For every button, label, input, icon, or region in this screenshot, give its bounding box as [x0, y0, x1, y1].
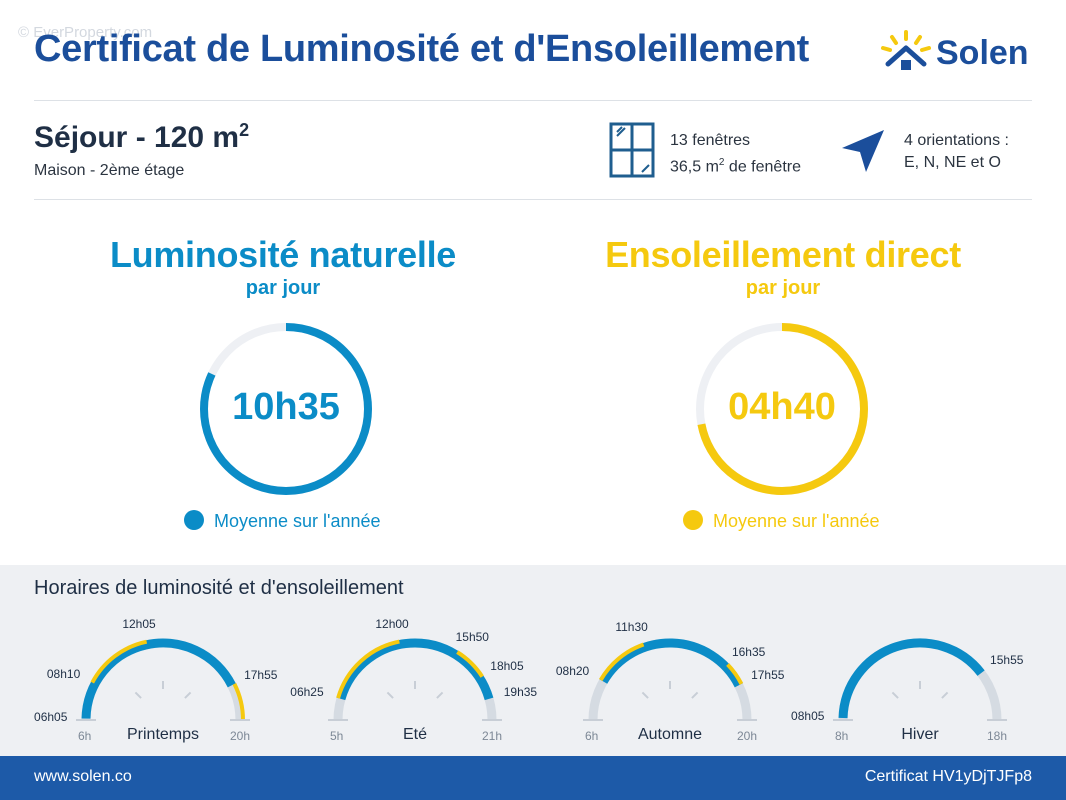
window-icon: [609, 122, 655, 178]
room-subtitle: Maison - 2ème étage: [34, 162, 185, 179]
footer-certificate-id: Certificat HV1yDjTJFp8: [864, 768, 1032, 785]
luminosite-legend-text: Moyenne sur l'année: [214, 511, 381, 531]
gauge-season-name: Printemps: [126, 726, 200, 743]
windows-area-suffix: de fenêtre: [724, 158, 801, 176]
gauge-time-label: 15h50: [455, 629, 489, 644]
compass-arrow-icon: [842, 130, 884, 172]
gauge-time-label: 08h20: [555, 663, 590, 678]
gauge-time-label: 17h55: [244, 668, 278, 683]
luminosite-title: Luminosité naturelle: [109, 234, 457, 275]
gauge-axis-start: 6h: [585, 729, 599, 743]
gauge-tick: [184, 691, 192, 699]
gauge-season-name: Eté: [402, 726, 427, 743]
gauge-time-label: 08h10: [46, 666, 81, 681]
page-title: Certificat de Luminosité et d'Ensoleille…: [34, 28, 809, 70]
windows-area: 36,5 m2 de fenêtre: [670, 152, 801, 178]
ensoleillement-ring-arc: [696, 323, 868, 495]
gauge-axis-start: 8h: [835, 729, 849, 743]
luminosite-legend: Moyenne sur l'année: [184, 510, 381, 532]
ensoleillement-value: 04h40: [728, 386, 836, 428]
gauge-light-arc: [599, 638, 743, 688]
gauge-axis-start: 5h: [330, 729, 344, 743]
room-area-unit: 2: [239, 120, 250, 140]
gauge-light-arc: [81, 638, 236, 719]
luminosite-value: 10h35: [232, 386, 340, 428]
gauge-sun-arc: [456, 650, 484, 678]
orientations-info: 4 orientations : E, N, NE et O: [904, 130, 1009, 174]
ensoleillement-subtitle: par jour: [745, 277, 821, 299]
luminosite-subtitle: par jour: [245, 277, 321, 299]
schedule-section: [0, 565, 1066, 756]
gauge-axis-end: 21h: [482, 729, 503, 743]
gauge-tick: [941, 691, 949, 699]
divider: [34, 100, 1032, 101]
logo-text: Solen: [936, 34, 1029, 72]
gauge-time-label: 16h35: [731, 644, 766, 659]
sun-house-icon: [881, 30, 931, 70]
divider: [34, 199, 1032, 200]
gauge-light-arc: [336, 638, 494, 701]
gauge-sun-arc: [336, 639, 400, 699]
luminosite-ring: 10h35: [191, 314, 381, 504]
gauge-time-label: 15h55: [990, 652, 1024, 667]
gauge-tick: [386, 691, 394, 699]
season-gauge: 6h 20h Printemps 06h05 08h10 12h05 17h55: [34, 612, 278, 743]
gauge-time-label: 12h05: [122, 617, 156, 632]
schedule-title: Horaires de luminosité et d'ensoleilleme…: [34, 577, 404, 599]
gauge-tick: [691, 691, 699, 699]
ensoleillement-title: Ensoleillement direct: [605, 234, 961, 275]
gauge-time-label: 08h05: [791, 709, 825, 724]
orientations-count: 4 orientations :: [904, 132, 1009, 149]
solen-logo[interactable]: Solen: [878, 28, 1038, 78]
gauge-time-label: 11h30: [615, 620, 648, 635]
gauge-tick: [641, 691, 649, 699]
gauge-axis-end: 18h: [987, 729, 1008, 743]
gauge-season-name: Hiver: [901, 726, 939, 743]
gauge-time-label: 12h00: [375, 616, 409, 631]
room-title: Séjour - 120 m2: [34, 120, 249, 155]
ensoleillement-ring: 04h40: [687, 314, 877, 504]
gauge-sun-arc: [232, 683, 245, 721]
gauge-time-label: 06h05: [34, 710, 68, 725]
windows-count: 13 fenêtres: [670, 132, 751, 149]
gauge-tick: [891, 691, 899, 699]
gauge-axis-end: 20h: [737, 729, 758, 743]
season-gauge: 6h 20h Automne 08h20 11h30 16h35 17h55: [555, 612, 785, 743]
footer: www.solen.co Certificat HV1yDjTJFp8: [0, 756, 1066, 800]
gauge-time-label: 19h35: [503, 685, 538, 700]
gauge-season-name: Automne: [637, 726, 703, 743]
season-gauge: 8h 18h Hiver 08h05 15h55: [791, 612, 1035, 743]
luminosite-ring-arc: [200, 323, 372, 495]
room-name: Séjour - 120 m: [34, 121, 240, 154]
gauge-axis-end: 20h: [230, 729, 251, 743]
gauge-sun-arc: [726, 663, 744, 685]
orientations-list: E, N, NE et O: [904, 154, 1001, 171]
legend-dot: [683, 510, 703, 531]
footer-website-link[interactable]: www.solen.co: [34, 768, 132, 785]
gauge-tick: [134, 691, 142, 699]
gauge-tick: [436, 691, 444, 699]
ensoleillement-legend-text: Moyenne sur l'année: [713, 511, 880, 531]
gauge-light-arc: [838, 638, 985, 719]
gauge-sun-arc: [598, 642, 645, 682]
ensoleillement-legend: Moyenne sur l'année: [683, 510, 880, 532]
windows-area-unit: 2: [718, 157, 725, 168]
season-gauge: 5h 21h Eté 06h25 12h00 15h50 18h05 19h35: [290, 612, 537, 743]
gauge-time-label: 18h05: [490, 659, 524, 674]
gauge-time-label: 17h55: [751, 668, 785, 683]
windows-area-value: 36,5 m: [670, 158, 719, 176]
gauge-time-label: 06h25: [290, 685, 324, 700]
legend-dot: [184, 510, 204, 531]
gauge-axis-start: 6h: [78, 729, 92, 743]
watermark-text: © EverProperty.com: [18, 24, 153, 41]
gauge-sun-arc: [90, 639, 148, 684]
windows-info: 13 fenêtres 36,5 m2 de fenêtre: [670, 130, 801, 178]
